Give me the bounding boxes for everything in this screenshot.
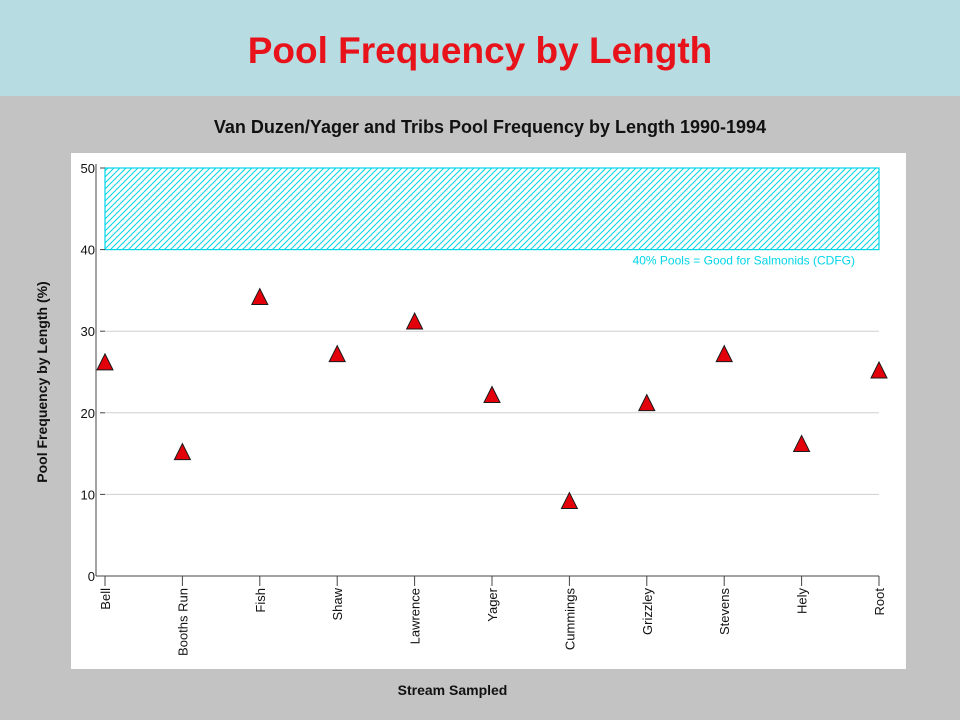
data-point — [405, 311, 424, 330]
target-band-label: 40% Pools = Good for Salmonids (CDFG) — [633, 254, 855, 268]
data-point — [870, 360, 888, 379]
y-tick-label: 30 — [81, 324, 95, 339]
x-tick-label: Fish — [253, 588, 268, 613]
data-point — [96, 352, 114, 371]
y-tick-label: 10 — [81, 487, 95, 502]
x-axis-label: Stream Sampled — [397, 682, 508, 698]
data-point — [173, 442, 192, 461]
x-tick-label: Yager — [485, 587, 500, 621]
x-tick-label: Stevens — [717, 588, 732, 635]
y-tick-label: 0 — [88, 569, 95, 584]
data-point — [560, 491, 579, 510]
chart-title: Van Duzen/Yager and Tribs Pool Frequency… — [213, 117, 767, 137]
x-tick-label: Root — [872, 588, 887, 616]
y-tick-label: 50 — [81, 161, 95, 176]
data-point — [483, 385, 501, 403]
slide-title: Pool Frequency by Length — [247, 30, 713, 71]
x-tick-label: Shaw — [330, 587, 345, 620]
y-tick-label: 20 — [81, 406, 95, 421]
data-point — [792, 434, 811, 452]
x-tick-label: Bell — [98, 588, 113, 610]
data-point — [250, 287, 269, 306]
slide-header: Pool Frequency by Length — [0, 0, 960, 96]
data-point — [715, 344, 734, 363]
x-tick-label: Booths Run — [175, 588, 190, 656]
data-point — [328, 344, 347, 363]
x-tick-label: Hely — [795, 588, 810, 615]
data-point — [637, 393, 656, 412]
target-band — [104, 167, 880, 251]
x-tick-label: Cummings — [562, 588, 577, 651]
y-tick-label: 40 — [81, 243, 95, 258]
x-tick-label: Grizzley — [640, 588, 655, 635]
x-tick-label: Lawrence — [408, 588, 423, 644]
